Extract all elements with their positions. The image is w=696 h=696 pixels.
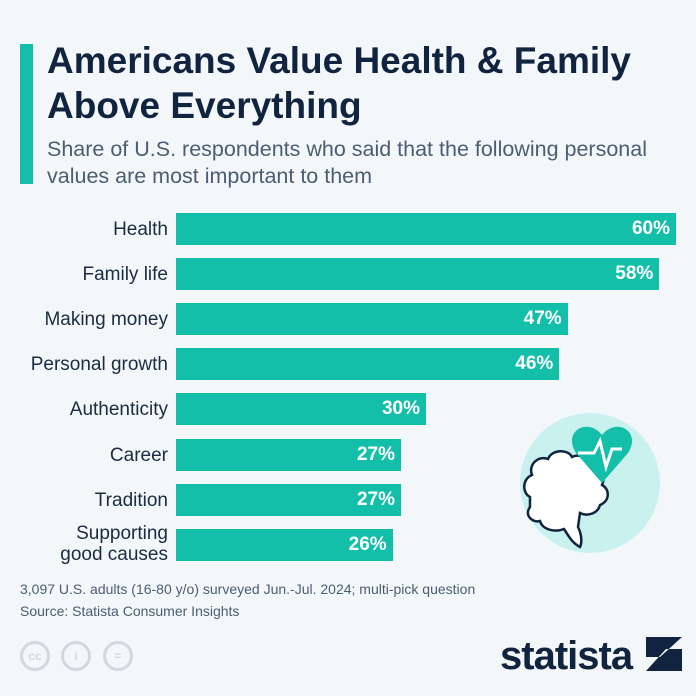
- bar: 58%: [176, 258, 660, 291]
- category-label: Family life: [82, 264, 168, 286]
- bar: 27%: [176, 483, 401, 516]
- category-label: Personal growth: [30, 354, 168, 376]
- data-label: 58%: [615, 263, 654, 285]
- survey-note: 3,097 U.S. adults (16-80 y/o) surveyed J…: [20, 581, 476, 597]
- bar: 60%: [176, 213, 676, 245]
- no-derivatives-icon[interactable]: =: [103, 641, 133, 671]
- attribution-icon[interactable]: i: [61, 641, 91, 671]
- source-note: Source: Statista Consumer Insights: [20, 603, 240, 619]
- data-label: 27%: [356, 443, 395, 465]
- category-label: Authenticity: [69, 399, 168, 421]
- data-label: 47%: [523, 308, 562, 330]
- bar: 47%: [176, 303, 568, 336]
- bar: 26%: [176, 528, 393, 561]
- bar: 30%: [176, 393, 426, 426]
- logo-text: statista: [500, 634, 633, 678]
- category-label: Tradition: [94, 489, 168, 511]
- chart-title: Americans Value Health & Family Above Ev…: [47, 40, 632, 126]
- chart-subtitle: Share of U.S. respondents who said that …: [47, 137, 647, 188]
- brain-heart-icon: [520, 413, 660, 553]
- category-label: Making money: [44, 309, 168, 331]
- bar: 27%: [176, 438, 401, 471]
- category-label: Supporting good causes: [60, 522, 168, 565]
- category-label: Career: [109, 444, 168, 466]
- data-label: 30%: [381, 398, 420, 420]
- category-label: Health: [113, 219, 168, 240]
- bar: 46%: [176, 348, 560, 381]
- data-label: 60%: [631, 218, 670, 239]
- statista-logo[interactable]: statista: [500, 634, 683, 679]
- data-label: 27%: [356, 488, 395, 510]
- accent-bar: [20, 44, 33, 184]
- data-label: 46%: [515, 353, 554, 375]
- data-label: 26%: [348, 533, 387, 555]
- statista-logo-mark: [646, 637, 683, 671]
- cc-icon[interactable]: cc: [20, 641, 50, 671]
